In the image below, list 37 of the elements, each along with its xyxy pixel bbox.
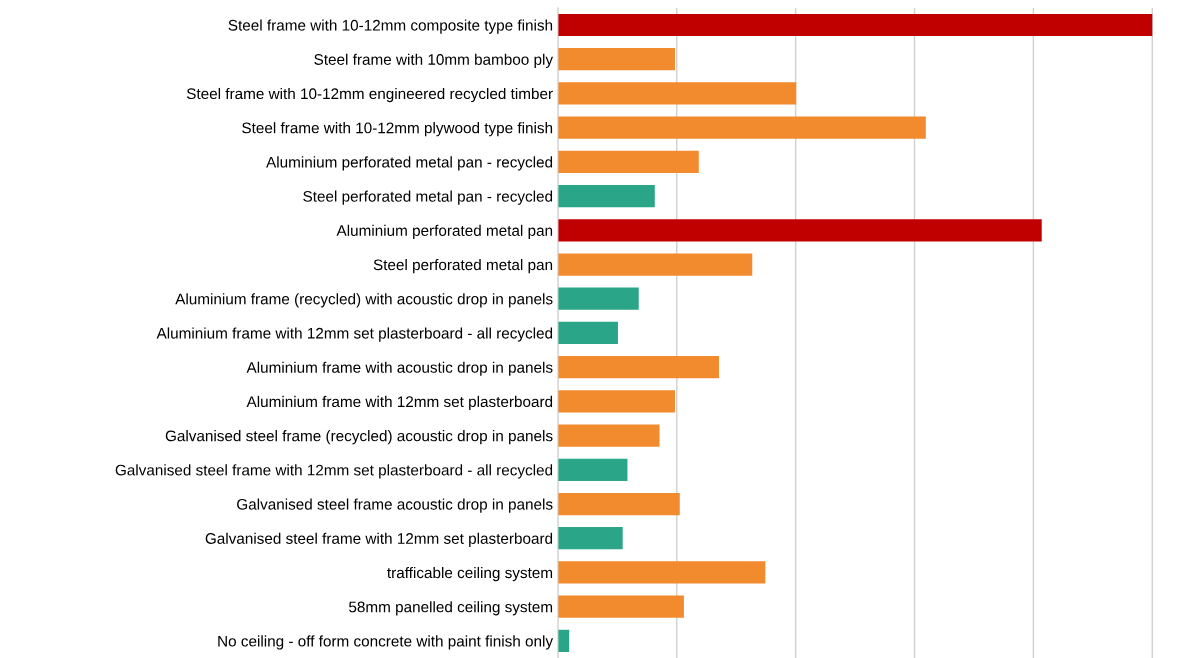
bar (557, 527, 623, 550)
y-tick-label: Steel frame with 10-12mm plywood type finish (242, 122, 553, 137)
bar (557, 150, 699, 173)
bar (557, 458, 628, 481)
y-tick-label: Aluminium frame with 12mm set plasterboard (246, 395, 553, 411)
y-tick-label: No ceiling - off form concrete with paint finish only (218, 635, 554, 650)
y-tick-label: Steel perforated metal pan (373, 258, 553, 274)
bar (557, 116, 926, 139)
bar (557, 184, 655, 208)
bar (557, 390, 675, 413)
y-tick-label: Galvanised steel frame (recycled) acoustic drop in panels (165, 430, 553, 445)
y-tick-label: Aluminium frame with 12mm set plasterboard - all recycled (156, 327, 553, 342)
y-tick-label: Steel frame with 10-12mm engineered recycled timber (186, 87, 553, 103)
y-tick-label: Galvanised steel frame acoustic drop in panels (237, 498, 553, 513)
bar (557, 424, 660, 447)
bar (557, 561, 766, 584)
bar (557, 287, 639, 310)
bar (557, 595, 684, 618)
y-tick-label: Aluminium perforated metal pan (336, 224, 553, 240)
y-tick-label: Galvanised steel frame with 12mm set plasterboard - all recycled (115, 464, 553, 479)
y-tick-label: trafficable ceiling system (387, 566, 553, 582)
bar (557, 253, 753, 276)
bar (557, 219, 1042, 242)
bar (557, 82, 797, 105)
y-tick-label: Steel perforated metal pan - recycled (303, 190, 553, 205)
bar (557, 492, 680, 516)
y-tick-label: Aluminium frame with acoustic drop in panels (246, 361, 553, 376)
bar (557, 48, 675, 71)
y-tick-label: Steel frame with 10-12mm composite type finish (228, 19, 553, 34)
y-tick-label: 58mm panelled ceiling system (349, 601, 553, 616)
bar (557, 356, 719, 379)
y-tick-label: Aluminium perforated metal pan - recycled (266, 156, 553, 171)
bar (557, 321, 618, 345)
y-tick-label: Aluminium frame (recycled) with acoustic drop in panels (175, 293, 553, 308)
y-tick-label: Steel frame with 10mm bamboo ply (314, 53, 554, 68)
bar (557, 13, 1153, 37)
y-tick-label: Galvanised steel frame with 12mm set plasterboard (205, 532, 553, 547)
